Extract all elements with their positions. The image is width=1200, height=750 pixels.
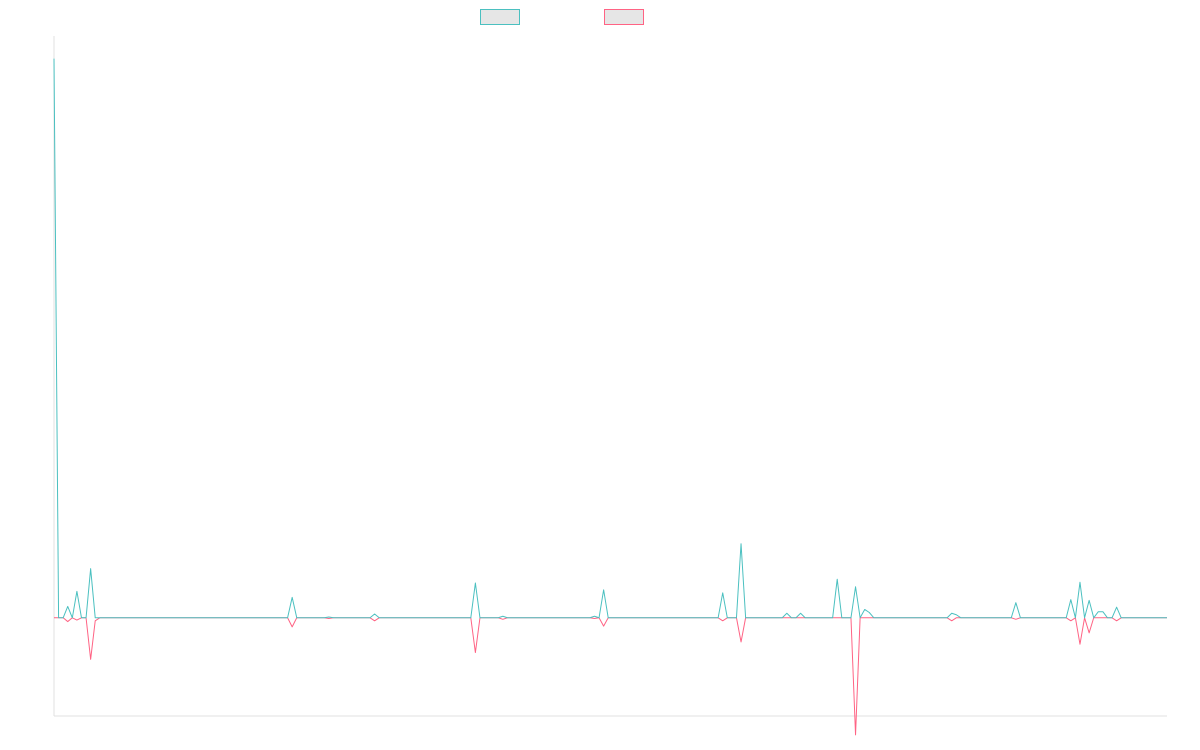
series-line-1[interactable] xyxy=(53,58,1167,619)
legend-swatch-series-1[interactable] xyxy=(480,9,520,25)
series-line-2[interactable] xyxy=(54,617,1167,736)
legend-swatch-series-2[interactable] xyxy=(604,9,644,25)
